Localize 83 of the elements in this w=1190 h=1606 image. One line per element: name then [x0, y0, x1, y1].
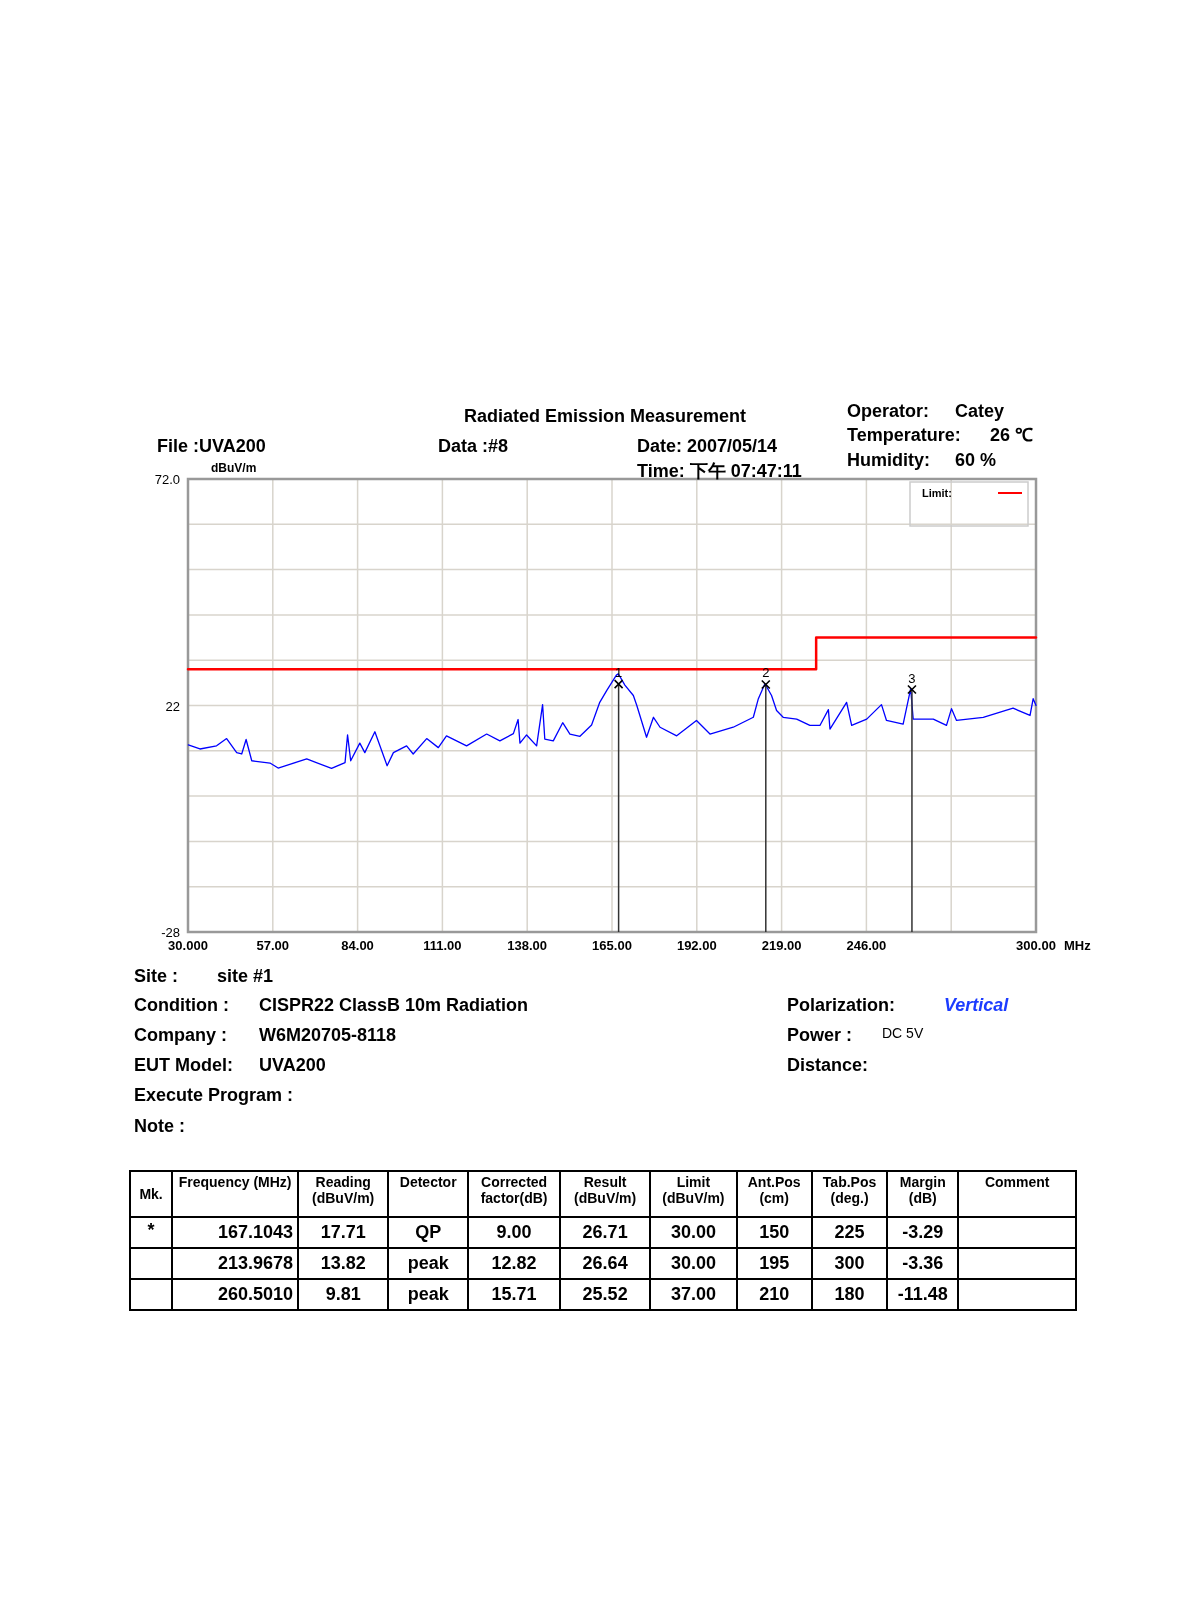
annotation: 2	[762, 665, 770, 681]
text: Note :	[134, 1116, 185, 1136]
text: 300	[811, 1248, 888, 1279]
text: 167.1043	[172, 1217, 299, 1248]
category-label: Corrected factor(dB)	[468, 1171, 561, 1217]
text: Power :	[787, 1025, 853, 1045]
text: 26.71	[560, 1217, 651, 1248]
text: 13.82	[298, 1248, 389, 1279]
category-label: Reading (dBuV/m)	[298, 1171, 389, 1217]
text: Temperature:	[847, 425, 961, 445]
y-tick-label: 22	[165, 698, 180, 714]
text: Site :	[134, 966, 179, 986]
text: Data :#8	[438, 436, 509, 456]
text: 37.00	[650, 1279, 737, 1310]
text: UVA200	[259, 1055, 326, 1075]
text: *	[130, 1217, 173, 1248]
text: 210	[736, 1279, 812, 1310]
text: 195	[736, 1248, 812, 1279]
category-label: Mk.	[130, 1171, 173, 1217]
text: 12.82	[468, 1248, 561, 1279]
x-axis-title: MHz	[1064, 938, 1092, 953]
chart-title: Radiated Emission Measurement	[463, 406, 747, 426]
text: File :UVA200	[157, 436, 266, 456]
text: Date: 2007/05/14	[637, 436, 778, 456]
text: 60 %	[955, 450, 997, 470]
text: peak	[388, 1279, 469, 1310]
x-tick-label: 138.00	[507, 938, 548, 953]
annotation: Time: 下午 07:47:11	[637, 461, 802, 481]
text: CISPR22 ClassB 10m Radiation	[259, 995, 529, 1015]
text: Polarization:	[787, 995, 896, 1015]
category-label: Limit (dBuV/m)	[650, 1171, 737, 1217]
category-label: Margin (dB)	[887, 1171, 959, 1217]
text: 180	[811, 1279, 888, 1310]
text: 9.00	[468, 1217, 561, 1248]
text: -3.29	[887, 1217, 959, 1248]
text: Company :	[134, 1025, 228, 1045]
text: Limit:	[922, 487, 952, 499]
text: Execute Program :	[134, 1085, 294, 1105]
text: Distance:	[787, 1055, 869, 1075]
x-tick-label: 30.000	[168, 938, 208, 953]
x-tick-label: 300.00	[1016, 938, 1056, 953]
x-tick-label: 111.00	[423, 938, 462, 953]
text: Operator:	[847, 401, 930, 421]
x-tick-label: 84.00	[341, 938, 374, 953]
text: W6M20705-8118	[259, 1025, 397, 1045]
category-label: Comment	[958, 1171, 1076, 1217]
category-label: Result (dBuV/m)	[560, 1171, 651, 1217]
text: -3.36	[887, 1248, 959, 1279]
x-tick-label: 219.00	[761, 938, 802, 953]
x-tick-label: 165.00	[592, 938, 632, 953]
text: peak	[388, 1248, 469, 1279]
text: Condition :	[134, 995, 229, 1015]
category-label: Frequency (MHz)	[172, 1171, 299, 1217]
text: EUT Model:	[134, 1055, 233, 1075]
category-label: Tab.Pos (deg.)	[811, 1171, 888, 1217]
text: 26 ℃	[990, 425, 1034, 445]
text: 30.00	[650, 1217, 737, 1248]
text: Catey	[955, 401, 1005, 421]
text: 213.9678	[172, 1248, 299, 1279]
text: 17.71	[298, 1217, 389, 1248]
text: 9.81	[298, 1279, 389, 1310]
text: 15.71	[468, 1279, 561, 1310]
text: QP	[388, 1217, 469, 1248]
category-label: Detector	[388, 1171, 469, 1217]
text: 25.52	[560, 1279, 651, 1310]
y-tick-label: 72.0	[154, 472, 180, 487]
text: site #1	[217, 966, 274, 986]
text: DC 5V	[882, 1025, 924, 1041]
category-label: Ant.Pos (cm)	[736, 1171, 812, 1217]
text: -11.48	[887, 1279, 959, 1310]
text: Vertical	[944, 995, 1010, 1015]
x-tick-label: 57.00	[256, 938, 290, 953]
text: 30.00	[650, 1248, 737, 1279]
annotation: 3	[908, 670, 916, 686]
text: 260.5010	[172, 1279, 299, 1310]
x-tick-label: 192.00	[676, 938, 717, 953]
text: 225	[811, 1217, 888, 1248]
y-axis-title: dBuV/m	[211, 461, 257, 475]
text: Humidity:	[847, 450, 930, 470]
text: 150	[736, 1217, 812, 1248]
y-tick-label: -28	[161, 925, 180, 940]
x-tick-label: 246.00	[846, 938, 887, 953]
text: 26.64	[560, 1248, 651, 1279]
